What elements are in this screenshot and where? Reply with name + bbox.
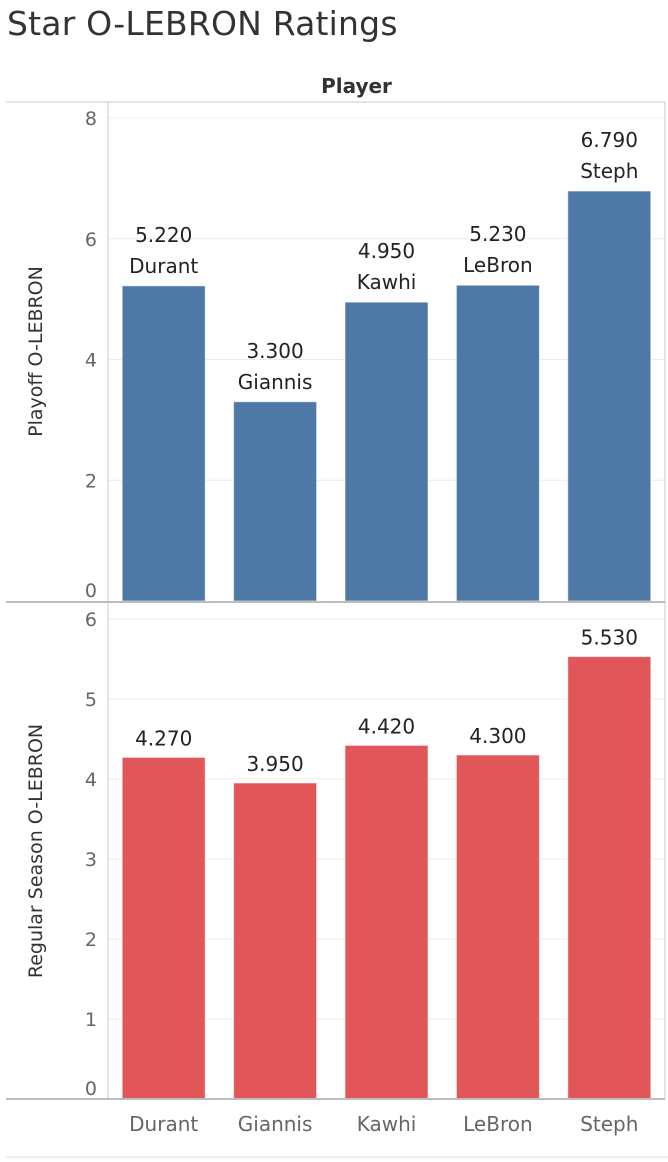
x-tick-label: Steph <box>580 1112 638 1136</box>
panel-0-bar-giannis[interactable] <box>233 401 318 602</box>
panel-0-category-label: Durant <box>129 254 198 278</box>
panel-0-value-label: 3.300 <box>246 339 303 363</box>
panel-0-ytick-label: 6 <box>85 229 97 251</box>
panel-1-value-label: 5.530 <box>581 626 638 650</box>
panel-1-bar-lebron[interactable] <box>455 754 540 1100</box>
panel-1-ytick-label: 2 <box>85 929 97 951</box>
panel-1-ytick-label: 4 <box>85 769 97 791</box>
panel-0-category-label: LeBron <box>463 253 533 277</box>
panel-0-value-label: 4.950 <box>358 239 415 263</box>
panel-0-category-label: Steph <box>580 159 638 183</box>
x-tick-label: Kawhi <box>357 1112 417 1136</box>
panel-0-bar-steph[interactable] <box>567 190 652 602</box>
chart-title: Star O-LEBRON Ratings <box>7 4 398 43</box>
panel-0-ytick-label: 8 <box>85 108 97 130</box>
panel-0-ytick-label: 0 <box>85 580 97 602</box>
panel-1-ytick-label: 0 <box>85 1078 97 1100</box>
panel-1-value-label: 4.420 <box>358 714 415 738</box>
x-tick-label: LeBron <box>463 1112 533 1136</box>
panel-1-value-label: 4.300 <box>469 724 526 748</box>
panel-0-category-label: Giannis <box>238 370 313 394</box>
panel-1-ytick-label: 1 <box>85 1009 97 1031</box>
panel-1-bar-steph[interactable] <box>567 656 652 1100</box>
panel-0-category-label: Kawhi <box>357 270 417 294</box>
x-tick-label: Durant <box>129 1112 198 1136</box>
panel-1-ytick-label: 3 <box>85 849 97 871</box>
panel-0-value-label: 5.220 <box>135 223 192 247</box>
panel-1-ytick-label: 5 <box>85 689 97 711</box>
panel-1-bar-giannis[interactable] <box>233 782 318 1100</box>
panel-1-ytick-label: 6 <box>85 609 97 631</box>
panel-0-ylabel: Playoff O-LEBRON <box>25 266 47 437</box>
panel-0-bar-kawhi[interactable] <box>344 301 429 602</box>
panel-0-bar-lebron[interactable] <box>455 284 540 602</box>
panel-0-ytick-label: 4 <box>85 350 97 372</box>
panel-1-value-label: 3.950 <box>246 752 303 776</box>
panel-1-value-label: 4.270 <box>135 726 192 750</box>
column-header: Player <box>321 74 392 98</box>
panel-0-ytick-label: 2 <box>85 470 97 492</box>
panel-1-bar-kawhi[interactable] <box>344 744 429 1100</box>
panel-0-value-label: 5.230 <box>469 222 526 246</box>
panel-1-ylabel: Regular Season O-LEBRON <box>25 724 47 978</box>
panel-0-value-label: 6.790 <box>581 128 638 152</box>
panel-1-bar-durant[interactable] <box>121 756 206 1100</box>
x-tick-label: Giannis <box>238 1112 313 1136</box>
panel-0-bar-durant[interactable] <box>121 285 206 602</box>
